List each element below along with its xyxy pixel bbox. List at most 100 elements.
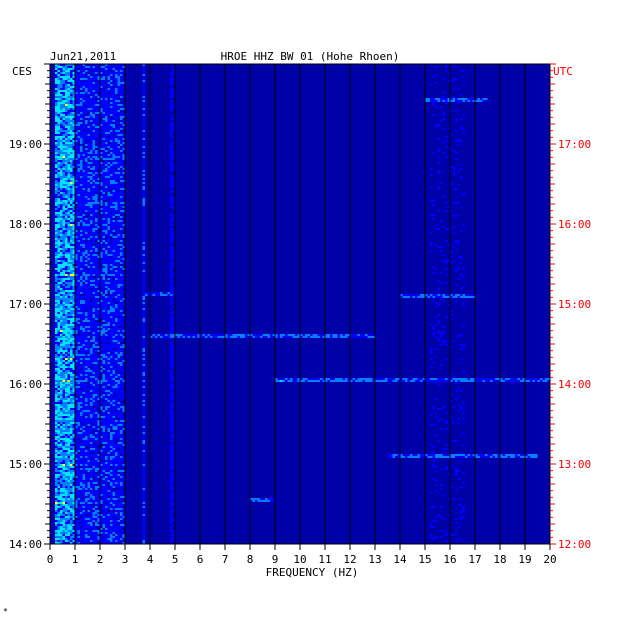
spectrogram-cell xyxy=(170,214,173,216)
spectrogram-cell xyxy=(65,294,68,296)
spectrogram-cell xyxy=(117,322,120,324)
spectrogram-cell xyxy=(450,296,453,298)
spectrogram-cell xyxy=(170,136,173,138)
spectrogram-cell xyxy=(82,78,85,80)
spectrogram-cell xyxy=(110,348,113,350)
spectrogram-cell xyxy=(452,260,455,262)
spectrogram-cell xyxy=(110,344,113,346)
spectrogram-cell xyxy=(95,142,98,144)
spectrogram-cell xyxy=(440,364,443,366)
spectrogram-cell xyxy=(122,258,125,260)
spectrogram-cell xyxy=(87,262,90,264)
spectrogram-cell xyxy=(75,336,78,338)
spectrogram-cell xyxy=(410,296,413,298)
spectrogram-cell xyxy=(67,120,70,122)
spectrogram-cell xyxy=(122,160,125,162)
spectrogram-cell xyxy=(75,78,78,80)
spectrogram-cell xyxy=(90,224,93,226)
spectrogram-cell xyxy=(117,106,120,108)
spectrogram-cell xyxy=(110,72,113,74)
spectrogram-cell xyxy=(57,120,60,122)
spectrogram-cell xyxy=(70,142,73,144)
spectrogram-cell xyxy=(55,232,58,234)
spectrogram-cell xyxy=(172,82,175,84)
spectrogram-cell xyxy=(90,76,93,78)
spectrogram-cell xyxy=(60,370,63,372)
spectrogram-cell xyxy=(122,354,125,356)
spectrogram-cell xyxy=(70,98,73,100)
spectrogram-cell xyxy=(470,294,473,296)
spectrogram-cell xyxy=(122,170,125,172)
spectrogram-cell xyxy=(172,358,175,360)
spectrogram-cell xyxy=(112,276,115,278)
spectrogram-cell xyxy=(77,108,80,110)
spectrogram-cell xyxy=(55,94,58,96)
spectrogram-cell xyxy=(105,118,108,120)
spectrogram-cell xyxy=(112,190,115,192)
spectrogram-cell xyxy=(115,148,118,150)
spectrogram-cell xyxy=(60,164,63,166)
spectrogram-cell xyxy=(115,82,118,84)
spectrogram-cell xyxy=(85,312,88,314)
spectrogram-cell xyxy=(120,180,123,182)
spectrogram-cell xyxy=(65,200,68,202)
spectrogram-cell xyxy=(102,314,105,316)
spectrogram-cell xyxy=(67,244,70,246)
spectrogram-cell xyxy=(75,360,78,362)
spectrogram-cell xyxy=(60,146,63,148)
spectrogram-cell xyxy=(110,76,113,78)
spectrogram-cell xyxy=(112,126,115,128)
spectrogram-cell xyxy=(90,68,93,70)
spectrogram-cell xyxy=(90,236,93,238)
spectrogram-cell xyxy=(80,196,83,198)
spectrogram-cell xyxy=(117,176,120,178)
spectrogram-cell xyxy=(172,164,175,166)
spectrogram-cell xyxy=(112,164,115,166)
spectrogram-cell xyxy=(142,212,145,214)
spectrogram-cell xyxy=(77,104,80,106)
spectrogram-cell xyxy=(100,70,103,72)
spectrogram-cell xyxy=(235,336,238,338)
spectrogram-cell xyxy=(112,66,115,68)
spectrogram-cell xyxy=(57,240,60,242)
spectrogram-cell xyxy=(60,108,63,110)
spectrogram-cell xyxy=(367,334,370,336)
spectrogram-cell xyxy=(115,232,118,234)
spectrogram-cell xyxy=(80,166,83,168)
spectrogram-cell xyxy=(105,230,108,232)
spectrogram-cell xyxy=(97,346,100,348)
spectrogram-cell xyxy=(57,300,60,302)
spectrogram-cell xyxy=(120,338,123,340)
spectrogram-cell xyxy=(80,264,83,266)
spectrogram-cell xyxy=(95,164,98,166)
spectrogram-cell xyxy=(67,266,70,268)
spectrogram-cell xyxy=(112,290,115,292)
spectrogram-cell xyxy=(95,322,98,324)
spectrogram-cell xyxy=(107,184,110,186)
spectrogram-cell xyxy=(57,144,60,146)
spectrogram-cell xyxy=(120,250,123,252)
spectrogram-cell xyxy=(95,232,98,234)
spectrogram-cell xyxy=(110,140,113,142)
spectrogram-cell xyxy=(107,274,110,276)
spectrogram-cell xyxy=(172,178,175,180)
spectrogram-cell xyxy=(170,342,173,344)
spectrogram-cell xyxy=(72,148,75,150)
spectrogram-cell xyxy=(92,256,95,258)
spectrogram-cell xyxy=(80,344,83,346)
spectrogram-cell xyxy=(75,318,78,320)
spectrogram-cell xyxy=(115,248,118,250)
spectrogram-cell xyxy=(432,152,435,154)
spectrogram-cell xyxy=(265,334,268,336)
spectrogram-cell xyxy=(65,226,68,228)
spectrogram-cell xyxy=(110,162,113,164)
spectrogram-cell xyxy=(172,328,175,330)
spectrogram-cell xyxy=(150,336,153,338)
spectrogram-cell xyxy=(170,102,173,104)
spectrogram-cell xyxy=(60,258,63,260)
spectrogram-cell xyxy=(72,82,75,84)
spectrogram-cell xyxy=(87,320,90,322)
spectrogram-cell xyxy=(87,296,90,298)
spectrogram-cell xyxy=(455,188,458,190)
spectrogram-cell xyxy=(80,220,83,222)
